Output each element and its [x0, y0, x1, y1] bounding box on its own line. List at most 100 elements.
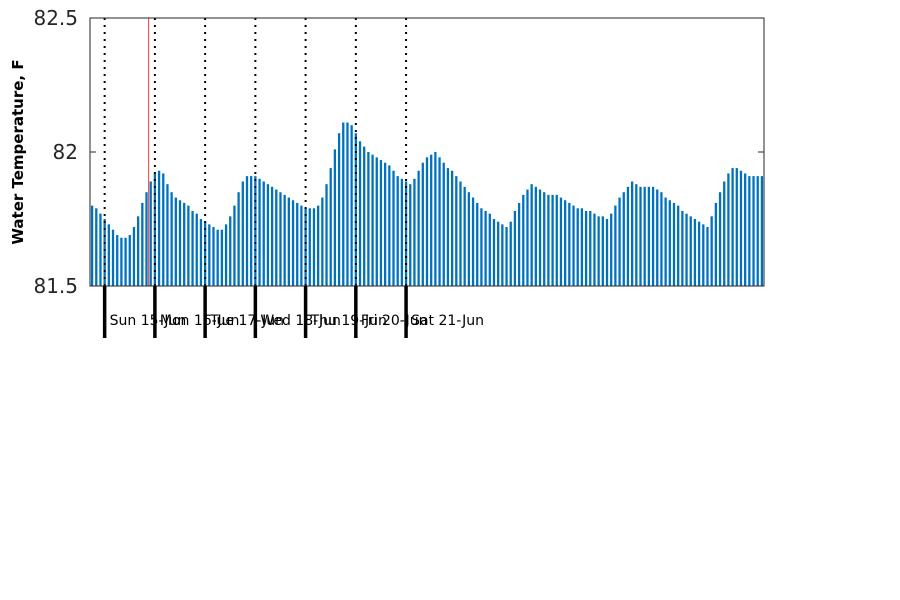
- temperature-bar: [195, 213, 198, 286]
- temperature-bar: [191, 210, 194, 286]
- temperature-bar: [597, 216, 600, 286]
- temperature-bar: [367, 152, 370, 286]
- temperature-bar: [333, 149, 337, 286]
- temperature-bar: [756, 176, 759, 286]
- day-label: Tue 17-Jun: [209, 313, 284, 329]
- temperature-bar: [681, 210, 684, 286]
- temperature-bar: [467, 192, 471, 286]
- temperature-bar: [568, 202, 571, 286]
- temperature-bar: [718, 192, 722, 286]
- temperature-bar: [337, 133, 341, 286]
- temperature-bar: [254, 176, 257, 286]
- temperature-bar: [660, 192, 663, 286]
- temperature-bar: [614, 205, 617, 286]
- temperature-bar: [329, 168, 332, 286]
- day-label: Thu 19-Jun: [310, 313, 387, 329]
- temperature-bar: [371, 154, 374, 286]
- temperature-bar: [99, 213, 102, 286]
- temperature-bar: [208, 224, 211, 286]
- temperature-bar: [748, 176, 751, 286]
- temperature-bar: [170, 192, 173, 286]
- temperature-bar: [455, 176, 458, 286]
- temperature-bar: [505, 227, 508, 286]
- temperature-bar: [166, 184, 169, 286]
- temperature-bar: [706, 227, 709, 286]
- temperature-bar: [672, 202, 676, 286]
- temperature-bar: [630, 181, 634, 286]
- temperature-bar: [702, 224, 705, 286]
- temperature-bar: [731, 168, 734, 286]
- temperature-bar: [555, 194, 558, 286]
- temperature-bar: [727, 173, 730, 286]
- temperature-bar: [229, 216, 232, 286]
- temperature-bar: [526, 189, 529, 286]
- temperature-bar: [463, 186, 466, 286]
- temperature-bar: [270, 186, 274, 286]
- temperature-bar: [538, 189, 542, 286]
- temperature-bar: [128, 235, 131, 286]
- temperature-bar: [250, 176, 253, 286]
- temperature-bar: [308, 208, 311, 286]
- temperature-bar: [120, 237, 123, 286]
- temperature-bar: [392, 170, 395, 286]
- midnight-gridlines: [103, 18, 408, 286]
- temperature-bar: [584, 210, 588, 286]
- temperature-bar: [174, 197, 177, 286]
- day-label: Sun 15-Jun: [110, 313, 187, 329]
- temperature-bar: [325, 184, 328, 286]
- temperature-bar: [321, 197, 324, 286]
- temperature-bar: [434, 152, 437, 286]
- temperature-bar: [744, 173, 747, 286]
- temperature-bar: [203, 221, 207, 286]
- temperature-bar: [442, 162, 445, 286]
- temperature-bar: [668, 200, 671, 286]
- temperature-bar: [103, 219, 106, 286]
- temperature-bar: [497, 221, 500, 286]
- temperature-bar: [760, 176, 764, 286]
- temperature-bar: [601, 216, 604, 286]
- temperature-bar: [245, 176, 249, 286]
- temperature-bar: [132, 227, 136, 286]
- temperature-bar: [413, 178, 416, 286]
- temperature-bar: [383, 162, 387, 286]
- temperature-bar: [363, 146, 366, 286]
- temperature-bar: [476, 202, 479, 286]
- temperature-bar: [752, 176, 755, 286]
- temperature-bar: [375, 157, 378, 286]
- temperature-bar: [522, 194, 525, 286]
- temperature-bar: [501, 224, 504, 286]
- temperature-bar: [291, 200, 295, 286]
- temperature-bar: [664, 197, 667, 286]
- temperature-bar: [735, 168, 738, 286]
- temperature-bar: [350, 125, 353, 286]
- temperature-bar: [446, 168, 450, 286]
- temperature-bar: [258, 178, 261, 286]
- temperature-bar: [564, 200, 567, 286]
- temperature-bar: [136, 216, 140, 286]
- temperature-bar: [354, 133, 357, 286]
- temperature-bar: [95, 208, 98, 286]
- temperature-bar: [438, 157, 441, 286]
- temperature-bar: [677, 205, 680, 286]
- temperature-bar: [685, 213, 688, 286]
- temperature-bar: [90, 205, 94, 286]
- temperature-bar: [618, 197, 621, 286]
- temperature-bar: [513, 210, 517, 286]
- temperature-bar: [157, 170, 161, 286]
- temperature-bar: [425, 157, 429, 286]
- temperature-bar: [723, 181, 726, 286]
- temperature-bar: [233, 205, 236, 286]
- temperature-bar: [651, 186, 655, 286]
- temperature-bar: [107, 224, 110, 286]
- temperature-bar: [492, 219, 496, 286]
- temperature-bar: [517, 202, 521, 286]
- temperature-bar: [610, 213, 613, 286]
- temperature-bar: [312, 208, 316, 286]
- temperature-bar: [417, 170, 420, 286]
- temperature-bar: [396, 176, 399, 286]
- temperature-bar: [300, 205, 303, 286]
- temperature-bar: [212, 227, 215, 286]
- temperature-bar: [714, 202, 718, 286]
